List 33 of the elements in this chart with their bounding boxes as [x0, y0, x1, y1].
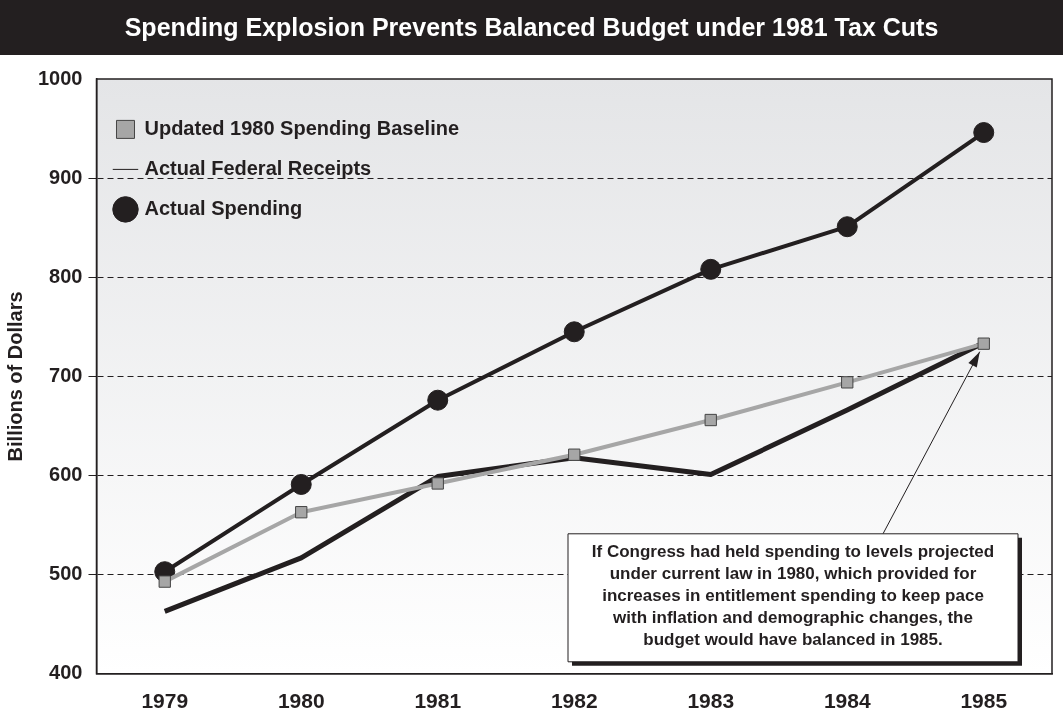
y-tick-label: 600: [49, 463, 83, 486]
point: [704, 413, 717, 427]
x-tick-label: 1984: [823, 689, 871, 713]
legend-label: Actual Spending: [144, 196, 303, 219]
point: [158, 575, 171, 588]
point: [563, 321, 585, 343]
legend-label: Updated 1980 Spending Baseline: [144, 116, 460, 139]
point: [427, 389, 449, 411]
y-tick-label: 800: [49, 264, 83, 287]
point: [836, 216, 858, 238]
y-tick-label: 900: [49, 165, 83, 188]
y-tick-label: 500: [49, 562, 83, 585]
x-tick-label: 1983: [687, 689, 735, 713]
chart-title: Spending Explosion Prevents Balanced Budget under 1981 Tax Cuts: [0, 0, 1063, 55]
y-axis-title: Billions of Dollars: [3, 291, 26, 462]
x-tick-label: 1985: [960, 689, 1008, 713]
x-tick-label: 1981: [414, 689, 462, 713]
y-tick-label: 1000: [37, 66, 83, 89]
point: [431, 477, 444, 490]
point: [977, 337, 990, 350]
y-tick-label: 700: [49, 363, 83, 386]
point: [290, 473, 312, 495]
point: [295, 506, 308, 519]
x-tick-label: 1982: [550, 689, 598, 713]
y-tick-label: 400: [49, 661, 83, 684]
x-tick-label: 1979: [141, 689, 189, 713]
point: [973, 122, 995, 144]
legend-label: Actual Federal Receipts: [144, 156, 372, 179]
point: [700, 258, 722, 280]
point: [841, 376, 854, 389]
x-tick-label: 1980: [277, 689, 325, 713]
point: [568, 448, 581, 461]
annotation: If Congress had held spending to levels projected under current law in 1980, which provided for increases in entitlement spending to keep pace with inflation and demographic changes, the budget would have balanced in 1985.: [591, 541, 995, 649]
